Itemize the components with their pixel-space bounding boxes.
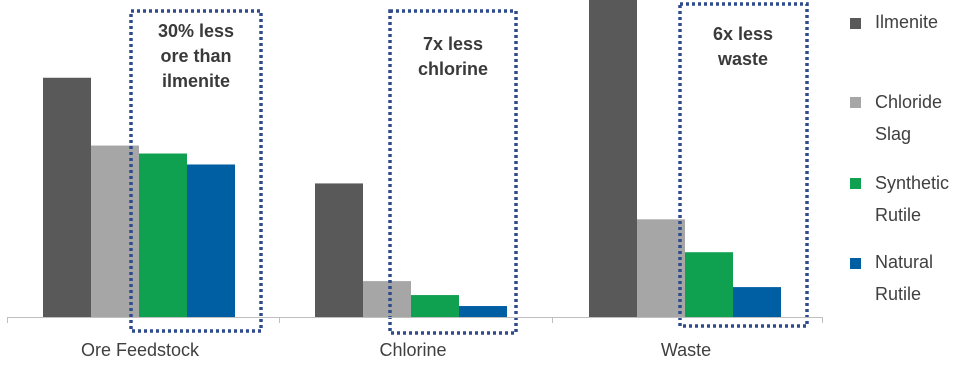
legend: IlmeniteChlorideSlagSyntheticRutileNatur… [850,12,949,304]
category-label-ore-feedstock: Ore Feedstock [81,340,200,360]
bar-synthetic-rutile-chlorine [411,295,459,317]
annotation-box-ore-feedstock [129,9,263,333]
category-label-chlorine: Chlorine [379,340,446,360]
x-axis: Ore Feedstock Chlorine Waste [7,317,823,360]
bar-ilmenite-chlorine [315,183,363,317]
annotation-text-chlorine: chlorine [418,59,488,79]
legend-label-natural-rutile: Rutile [875,284,921,304]
annotation-box-chlorine [388,9,518,335]
legend-label-synthetic-rutile: Rutile [875,205,921,225]
bar-natural-rutile-waste [733,287,781,317]
legend-swatch-chloride-slag [850,97,861,108]
annotation-text-waste: 6x less [713,24,773,44]
annotation-text-ore-feedstock: 30% less [158,21,234,41]
annotation-text-ore-feedstock: ilmenite [162,71,230,91]
bar-synthetic-rutile-ore-feedstock [139,153,187,317]
bar-ilmenite-waste [589,0,637,317]
bar-chloride-slag-chlorine [363,281,411,317]
annotation-text-ore-feedstock: ore than [160,46,231,66]
legend-swatch-natural-rutile [850,258,861,269]
legend-label-natural-rutile: Natural [875,252,933,272]
legend-label-ilmenite: Ilmenite [875,12,938,32]
bar-synthetic-rutile-waste [685,252,733,317]
category-label-waste: Waste [661,340,711,360]
annotation-text-chlorine: 7x less [423,34,483,54]
legend-label-synthetic-rutile: Synthetic [875,173,949,193]
legend-item-natural-rutile: Natural Rutile [850,252,933,304]
bar-ilmenite-ore-feedstock [43,77,91,317]
legend-item-chloride-slag: Chloride Slag [850,92,942,144]
annotation-box-waste [678,2,809,328]
legend-swatch-ilmenite [850,18,861,29]
bars-layer [43,0,781,317]
legend-swatch-synthetic-rutile [850,178,861,189]
annotations-layer: 30% less ore than ilmenite 7x less chlorine 6… [129,2,809,335]
legend-label-chloride-slag: Chloride [875,92,942,112]
bar-natural-rutile-chlorine [459,306,507,317]
legend-item-ilmenite: Ilmenite [850,12,938,32]
bar-chloride-slag-waste [637,219,685,317]
annotation-text-waste: waste [717,49,768,69]
bar-natural-rutile-ore-feedstock [187,164,235,317]
legend-label-chloride-slag: Slag [875,124,911,144]
legend-item-synthetic-rutile: Synthetic Rutile [850,173,949,225]
